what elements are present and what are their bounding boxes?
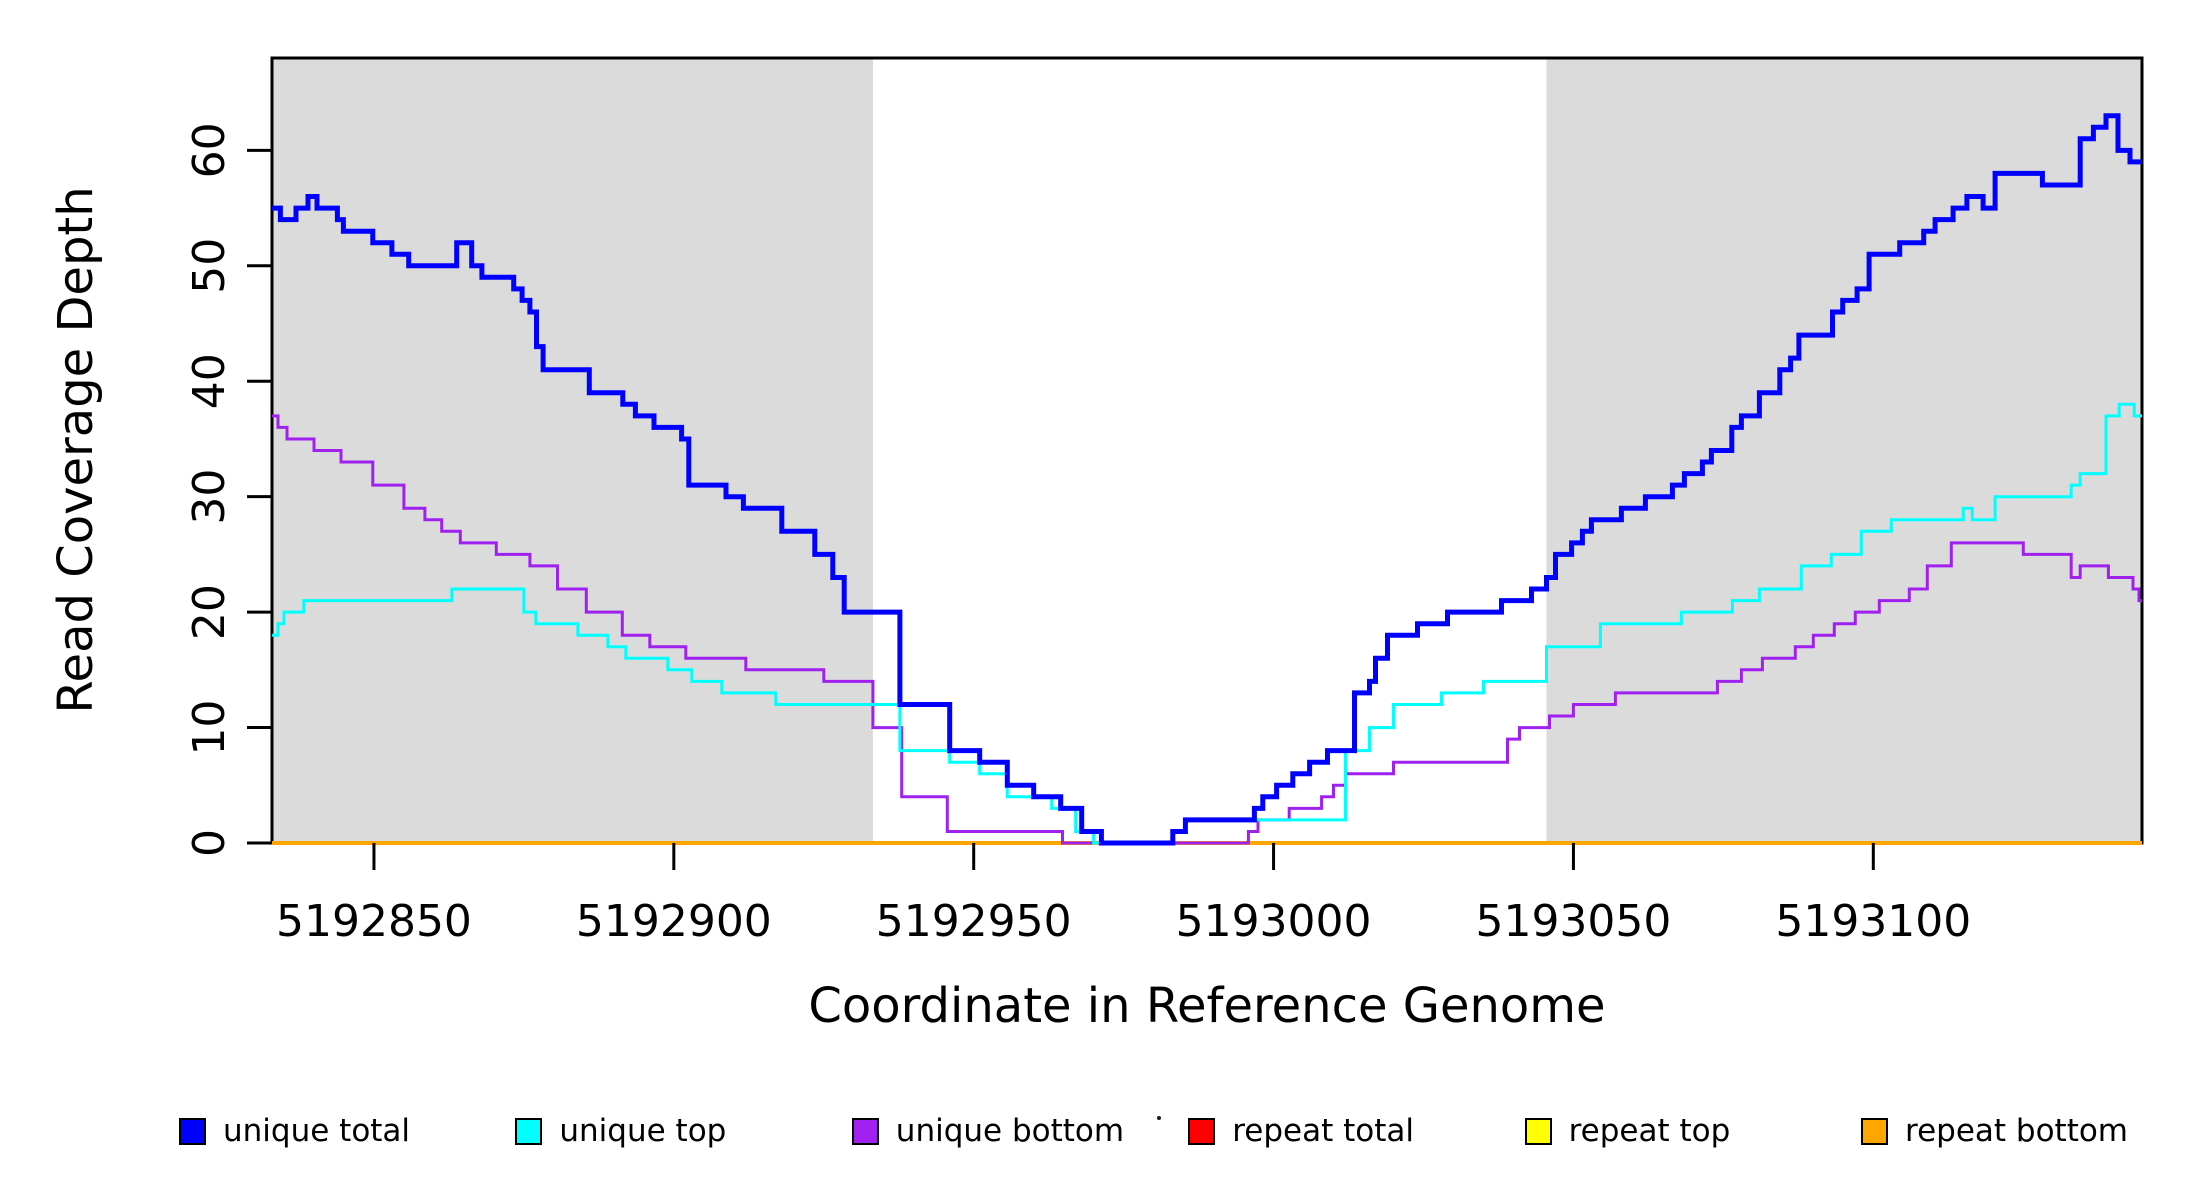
- legend-swatch-repeat-bottom: [1861, 1117, 1888, 1145]
- x-tick-label: 5193000: [1176, 896, 1372, 947]
- legend-entry-repeat-total: repeat total: [1188, 1113, 1414, 1149]
- x-tick-label: 5192900: [576, 896, 772, 947]
- legend-label: repeat top: [1568, 1113, 1731, 1149]
- right-gray-region: [1546, 58, 2142, 843]
- legend-label: repeat total: [1232, 1113, 1414, 1149]
- legend-swatch-repeat-total: [1188, 1117, 1216, 1145]
- legend-swatch-repeat-top: [1524, 1117, 1552, 1145]
- legend-swatch-unique-bottom: [851, 1117, 879, 1145]
- legend-label: unique total: [223, 1113, 411, 1149]
- y-axis-title: Read Coverage Depth: [48, 186, 104, 713]
- shaded-regions: [272, 58, 2142, 843]
- x-tick-label: 5192850: [276, 896, 472, 947]
- x-axis: 5192850 5192900 5192950 5193000 5193050 51931…: [276, 843, 1971, 947]
- y-tick-label: 30: [184, 469, 235, 525]
- series-lines: [272, 113, 2142, 846]
- x-tick-label: 5192950: [876, 896, 1072, 947]
- x-tick-label: 5193100: [1775, 896, 1971, 947]
- left-gray-region: [272, 58, 873, 843]
- series-unique-total: [272, 113, 2142, 846]
- legend-entry-repeat-top: repeat top: [1524, 1113, 1731, 1149]
- legend-label: repeat bottom: [1905, 1113, 2129, 1149]
- y-tick-label: 50: [184, 238, 235, 294]
- y-tick-label: 0: [184, 829, 235, 857]
- legend-swatch-unique-top: [515, 1117, 543, 1145]
- legend-entry-unique-top: unique top: [515, 1113, 726, 1149]
- y-tick-label: 20: [184, 584, 235, 640]
- stray-dot-artifact: [1157, 1116, 1161, 1120]
- y-tick-label: 40: [184, 353, 235, 409]
- y-tick-label: 10: [184, 700, 235, 756]
- legend-label: unique bottom: [895, 1113, 1125, 1149]
- legend-entry-repeat-bottom: repeat bottom: [1861, 1113, 2128, 1149]
- legend-label: unique top: [559, 1113, 727, 1149]
- x-tick-label: 5193050: [1475, 896, 1671, 947]
- y-axis: 0 10 20 30 40 50 60: [184, 122, 272, 857]
- series-unique-bottom: [272, 414, 2142, 845]
- legend-entry-unique-total: unique total: [179, 1113, 410, 1149]
- y-tick-label: 60: [184, 122, 235, 178]
- x-axis-title: Coordinate in Reference Genome: [808, 978, 1605, 1034]
- series-unique-top: [272, 402, 2142, 845]
- legend-entry-unique-bottom: unique bottom: [851, 1113, 1125, 1149]
- legend-swatch-unique-total: [179, 1117, 206, 1145]
